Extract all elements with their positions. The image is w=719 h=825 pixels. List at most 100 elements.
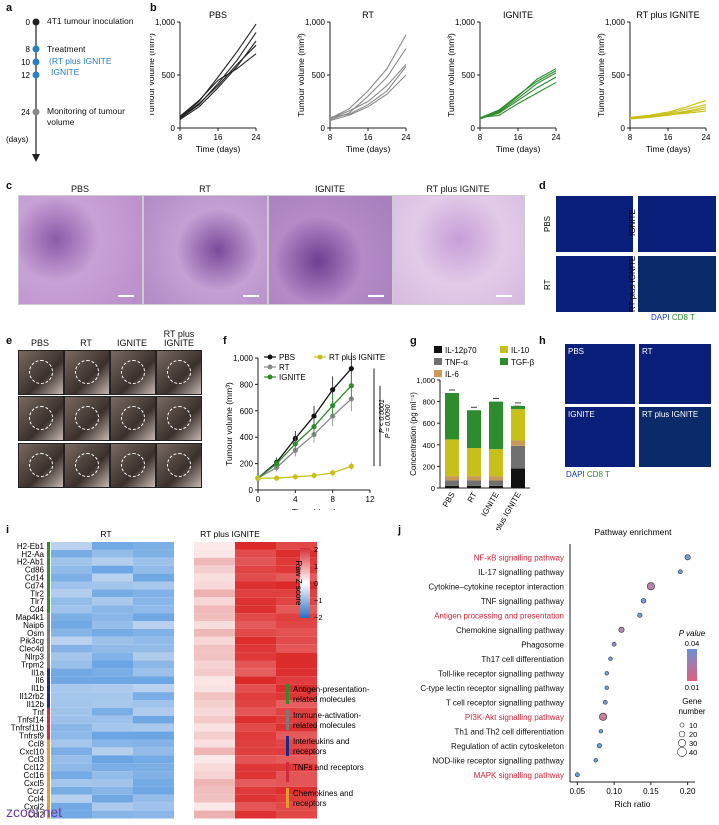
heatmap-cell xyxy=(92,644,133,653)
heatmap-cell xyxy=(235,652,276,661)
group-bar xyxy=(47,739,50,748)
heatmap-cell xyxy=(51,794,92,803)
gene-label: Tlr7 xyxy=(30,597,44,606)
y-tick-label: 0 xyxy=(621,124,626,133)
gene-label: Cd4 xyxy=(29,605,44,614)
heatmap-cell xyxy=(133,763,174,772)
group-bar xyxy=(47,557,50,566)
gene-label: Cd86 xyxy=(25,566,45,575)
heatmap-cell xyxy=(276,755,317,764)
timeline-dot-treatment-3 xyxy=(32,71,40,79)
heatmap-cell xyxy=(194,802,235,811)
heatmap-cell xyxy=(276,707,317,716)
gene-label: Osm xyxy=(27,629,44,638)
heatmap-cell xyxy=(194,589,235,598)
heatmap-cell xyxy=(133,636,174,645)
group-legend-line: related molecules xyxy=(293,721,356,730)
heatmap-cell xyxy=(194,786,235,795)
heatmap-cell xyxy=(194,542,235,550)
growth-title: PBS xyxy=(209,10,227,20)
tumour-circle xyxy=(29,406,53,430)
heatmap-cell xyxy=(92,542,133,550)
mouse-photo xyxy=(64,350,110,395)
y-tick-label: 400 xyxy=(240,433,254,442)
heatmap-cell xyxy=(92,581,133,590)
legend-swatch xyxy=(434,370,442,377)
legend-cd8: CD8 T xyxy=(586,470,610,479)
group-bar xyxy=(47,684,50,693)
pathway-label: IL-17 signalling pathway xyxy=(478,568,564,577)
bar-segment xyxy=(467,476,481,481)
pathway-label: MAPK signalling pathway xyxy=(474,771,564,780)
group-legend-label: Immune-activation-related molecules xyxy=(293,711,361,730)
group-bar xyxy=(47,628,50,637)
heatmap-cell xyxy=(235,731,276,740)
heatmap-cell xyxy=(235,636,276,645)
heatmap-cell xyxy=(51,723,92,732)
fluor-d-legend: DAPI CD8 T xyxy=(651,313,695,322)
y-tick-label: 1,000 xyxy=(416,376,435,385)
colorbar-tick: −2 xyxy=(314,613,323,622)
heatmap-cell xyxy=(92,794,133,803)
data-point xyxy=(292,474,298,480)
heatmap-cell xyxy=(276,549,317,558)
bar-segment xyxy=(489,480,503,486)
heatmap-cell xyxy=(92,707,133,716)
tumour-circle xyxy=(121,453,145,477)
heatmap-cell xyxy=(92,565,133,574)
growth-line xyxy=(479,70,557,119)
heatmap-cell xyxy=(92,786,133,795)
heatmap-cell xyxy=(51,589,92,598)
heatmap-cell xyxy=(276,597,317,606)
gene-label: Cd74 xyxy=(25,581,45,590)
heatmap-cell xyxy=(133,542,174,550)
heatmap-cell xyxy=(133,644,174,653)
y-tick-label: 200 xyxy=(422,462,435,471)
scale-bar xyxy=(496,295,512,297)
legend-label: RT xyxy=(279,363,290,372)
heatmap-cell xyxy=(92,771,133,779)
heatmap-cell xyxy=(133,549,174,558)
legend-marker xyxy=(317,354,323,360)
growth-line xyxy=(179,23,257,118)
heatmap-cell xyxy=(276,747,317,756)
heatmap-cell xyxy=(133,802,174,811)
heatmap-cell xyxy=(276,739,317,748)
group-legend-bar xyxy=(286,684,289,704)
gene-label: Tnf xyxy=(32,708,44,717)
tumour-circle xyxy=(29,453,53,477)
heatmap-cell xyxy=(51,668,92,677)
legend-swatch xyxy=(500,346,508,353)
enrichment-dot xyxy=(637,612,643,618)
heatmap-cell xyxy=(92,723,133,732)
group-bar xyxy=(47,794,50,803)
y-tick-label: 1,000 xyxy=(305,18,326,27)
heatmap-cell xyxy=(276,715,317,724)
x-tick-label: 8 xyxy=(178,133,183,142)
series-line xyxy=(257,398,352,479)
enrichment-dot xyxy=(618,626,625,633)
data-point xyxy=(330,402,336,409)
heatmap-cell xyxy=(194,747,235,756)
group-bar xyxy=(47,636,50,645)
x-tick-label: 4 xyxy=(293,495,298,504)
panel-label-f: f xyxy=(223,335,227,347)
heatmap-cell xyxy=(133,723,174,732)
heatmap-cell xyxy=(194,810,235,819)
heatmap-cell xyxy=(133,668,174,677)
colorbar-title: Raw Z score xyxy=(294,561,303,606)
fluor-h-label-rt: RT xyxy=(642,347,653,356)
histology-image-pbs xyxy=(18,195,143,305)
gene-label: Il1b xyxy=(31,684,44,693)
heatmap-cell xyxy=(276,613,317,621)
legend-label: PBS xyxy=(279,353,295,362)
data-point xyxy=(255,475,261,481)
heatmap-cell xyxy=(235,771,276,779)
heatmap-cell xyxy=(51,644,92,653)
heatmap-cell xyxy=(51,636,92,645)
heatmap-cell xyxy=(133,565,174,574)
mouse-photo xyxy=(64,396,110,441)
growth-line xyxy=(329,66,407,118)
x-tick-label: 24 xyxy=(252,133,261,142)
data-point xyxy=(348,463,354,469)
